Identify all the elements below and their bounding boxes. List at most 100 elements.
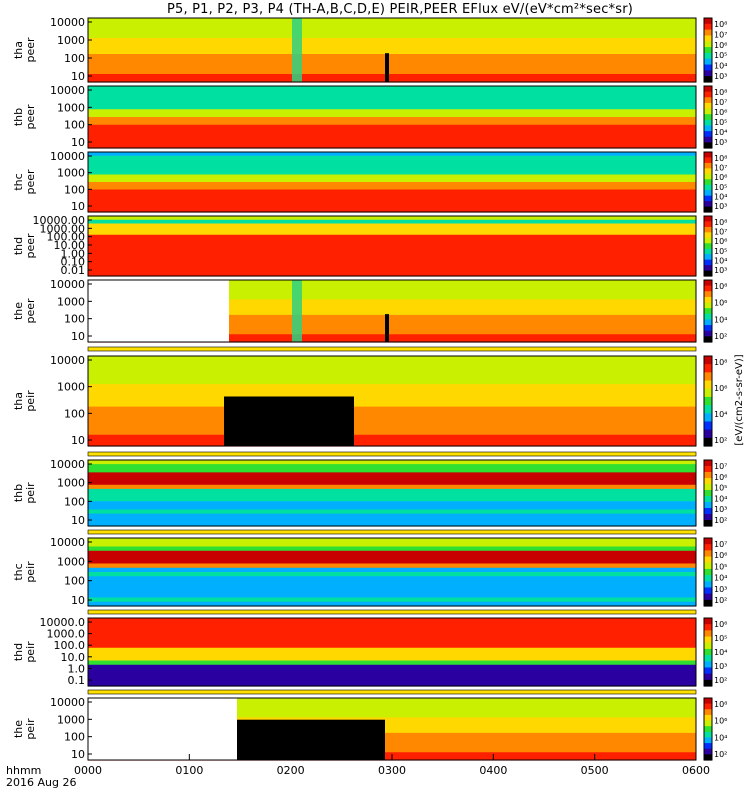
spectrogram-band: [88, 152, 696, 157]
spectrogram-band: [88, 307, 696, 312]
colorbar-segment: [704, 67, 712, 71]
colorbar-segment: [704, 280, 712, 284]
colorbar-segment: [704, 251, 712, 255]
flag-bar: [87, 689, 697, 695]
colorbar-segment: [704, 122, 712, 127]
spectrogram-band: [88, 567, 696, 573]
panel-frame: [87, 279, 697, 343]
low-flux-region: [237, 719, 385, 760]
colorbar-segment: [704, 221, 712, 225]
spectrogram-band: [88, 464, 696, 469]
y-axis-probe-label: thc: [12, 563, 25, 580]
colorbar-tick-label: 10²: [714, 676, 727, 685]
colorbar-segment: [704, 58, 712, 63]
colorbar-tick-label: 10⁵: [714, 634, 727, 643]
colorbar-segment: [704, 602, 712, 607]
spectrogram-band: [88, 395, 696, 402]
spectrogram-band: [88, 200, 696, 206]
colorbar-segment: [704, 111, 712, 115]
colorbar-segment: [704, 413, 712, 418]
spectrogram-band: [88, 622, 696, 628]
colorbar-tick-label: 10⁵: [714, 562, 727, 571]
colorbar-tick-label: 10⁸: [714, 20, 727, 29]
colorbar-frame: [703, 617, 713, 687]
colorbar-segment: [704, 481, 712, 485]
colorbar-segment: [704, 187, 712, 191]
colorbar-segment: [704, 578, 712, 582]
spectrogram-band: [88, 639, 696, 645]
spectrogram-band: [88, 480, 696, 486]
colorbar-tick-label: 10⁶: [714, 384, 727, 393]
spectrogram-band: [88, 721, 696, 726]
colorbar-segment: [704, 70, 712, 74]
colorbar-tick-label: 10⁴: [714, 256, 727, 265]
panel-the-peer: 10000 1000 100 10 the peer 10⁸ 10⁶ 10⁴ 10²: [12, 278, 727, 343]
colorbar-segment: [704, 128, 712, 132]
colorbar-segment: [704, 79, 712, 83]
y-axis-species-label: peer: [24, 233, 37, 259]
colorbar-segment: [704, 256, 712, 261]
colorbar-segment: [704, 224, 712, 228]
spectrogram-band: [88, 197, 696, 202]
colorbar-segment: [704, 425, 712, 431]
y-axis-species-label: peir: [24, 482, 37, 504]
spectrogram-band: [88, 725, 696, 730]
colorbar-segment: [704, 490, 712, 494]
spectrogram-band: [88, 468, 696, 473]
colorbar-segment: [704, 73, 712, 77]
spectrogram-band: [88, 618, 696, 623]
spectrogram-band: [88, 140, 696, 145]
spectrogram-band: [88, 227, 696, 232]
colorbar-segment: [704, 587, 712, 592]
spectrogram-band: [88, 208, 696, 213]
colorbar-segment: [704, 316, 712, 321]
colorbar-tick-label: 10²: [714, 750, 727, 759]
colorbar-tick-label: 10⁵: [714, 118, 727, 127]
colorbar-tick-label: 10⁸: [714, 358, 727, 367]
spectrogram-band: [88, 664, 696, 670]
spectrogram-band: [88, 326, 696, 331]
y-tick-label: 10000: [50, 150, 85, 163]
colorbar-segment: [704, 76, 712, 80]
spectrogram-band: [88, 113, 696, 118]
colorbar-tick-label: 10⁴: [714, 192, 727, 201]
colorbar-segment: [704, 285, 712, 290]
colorbar-segment: [704, 364, 712, 369]
colorbar-segment: [704, 618, 712, 622]
colorbar-segment: [704, 142, 712, 146]
colorbar-segment: [704, 339, 712, 343]
colorbar-segment: [704, 575, 712, 579]
colorbar-segment: [704, 648, 712, 653]
colorbar-segment: [704, 636, 712, 641]
colorbar-segment: [704, 523, 712, 527]
spectrogram-band: [88, 460, 696, 465]
spectrogram-band: [88, 50, 696, 55]
y-axis-probe-label: thb: [12, 484, 25, 502]
x-tick-label: 0200: [277, 764, 305, 777]
y-tick-label: 10000: [50, 84, 85, 97]
spectrogram-band: [88, 701, 696, 707]
spectrogram-band: [88, 93, 696, 99]
spectrogram-band: [88, 698, 696, 703]
y-axis-probe-label: thb: [12, 108, 25, 126]
y-tick-label: 100: [64, 575, 85, 588]
colorbar-segment: [704, 273, 712, 277]
colorbar-segment: [704, 392, 712, 398]
colorbar-segment: [704, 226, 712, 231]
spectrogram-band: [88, 238, 696, 243]
colorbar-segment: [704, 679, 712, 684]
colorbar-segment: [704, 712, 712, 716]
spectrogram-band: [88, 705, 696, 711]
y-tick-label: 10: [71, 434, 85, 447]
y-tick-label: 10: [71, 514, 85, 527]
colorbar-segment: [704, 706, 712, 710]
flux-feature: [292, 280, 302, 342]
panel-tha-peir: 10000 1000 100 10 tha peir 10⁸ 10⁶ 10⁴ 10²: [12, 354, 727, 447]
colorbar-tick-label: 10⁶: [714, 237, 727, 246]
colorbar-tick-label: 10³: [714, 505, 727, 514]
spectrogram-band: [88, 434, 696, 441]
colorbar-frame: [703, 355, 713, 447]
colorbar-tick-label: 10⁶: [714, 473, 727, 482]
